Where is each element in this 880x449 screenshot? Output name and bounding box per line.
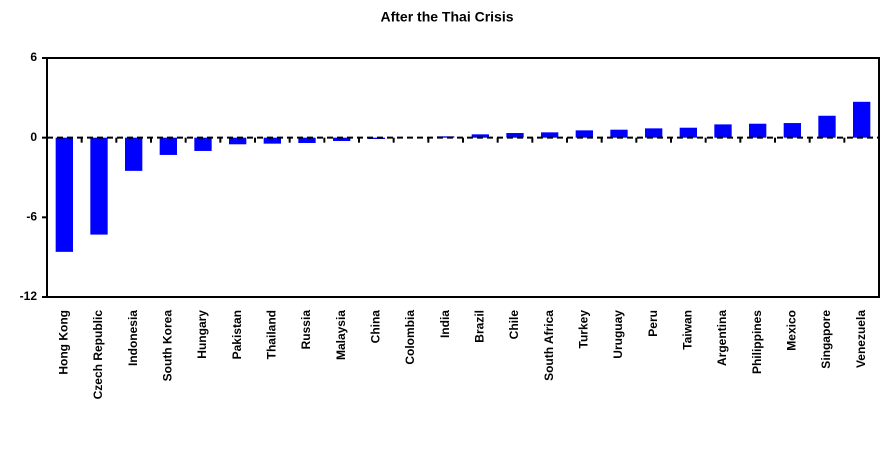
x-tick-label: Argentina [715, 310, 729, 366]
bar [679, 127, 697, 138]
bar [645, 128, 663, 138]
bar [818, 115, 836, 138]
bar [506, 133, 524, 138]
bar [90, 137, 108, 235]
x-tick-label: Russia [299, 310, 313, 350]
x-tick-label: Mexico [785, 310, 799, 351]
bar [55, 137, 73, 252]
x-tick-label: Venezuela [854, 310, 868, 368]
bar [714, 124, 732, 138]
bar [298, 137, 316, 143]
bar [194, 137, 212, 151]
x-tick-label: Hong Kong [57, 310, 71, 375]
y-tick-label: -12 [20, 289, 38, 303]
bar [853, 101, 871, 138]
x-tick-label: India [438, 310, 452, 338]
x-tick-label: Peru [646, 310, 660, 337]
x-tick-label: Malaysia [334, 310, 348, 360]
x-tick-label: Czech Republic [91, 310, 105, 400]
bar [541, 132, 559, 138]
y-tick-label: 0 [30, 130, 37, 144]
bar [783, 123, 801, 138]
bar [263, 137, 281, 144]
x-tick-label: Singapore [819, 310, 833, 369]
x-tick-label: Brazil [473, 310, 487, 343]
bar [367, 137, 385, 139]
bar [575, 130, 593, 138]
x-tick-label: South Korea [161, 310, 175, 382]
x-tick-label: Thailand [265, 310, 279, 359]
plot-frame [46, 57, 880, 298]
chart-title: After the Thai Crisis [380, 9, 513, 25]
bar [610, 129, 628, 138]
x-tick-label: Taiwan [681, 310, 695, 350]
y-tick-label: 6 [30, 50, 37, 64]
x-tick-label: China [369, 310, 383, 344]
x-tick-label: Philippines [750, 310, 764, 374]
x-tick-label: Uruguay [611, 310, 625, 359]
bar [229, 137, 247, 145]
x-tick-label: Turkey [577, 310, 591, 349]
x-tick-label: Colombia [403, 310, 417, 365]
x-tick-label: Hungary [195, 310, 209, 359]
x-tick-label: Chile [507, 310, 521, 340]
x-tick-label: Indonesia [126, 310, 140, 366]
bar [125, 137, 143, 171]
bar [159, 137, 177, 155]
bar [471, 134, 489, 138]
bar [749, 123, 767, 138]
x-tick-label: Pakistan [230, 310, 244, 359]
y-tick-label: -6 [26, 210, 37, 224]
bar [333, 137, 351, 141]
bar [437, 136, 455, 138]
x-tick-label: South Africa [542, 310, 556, 381]
